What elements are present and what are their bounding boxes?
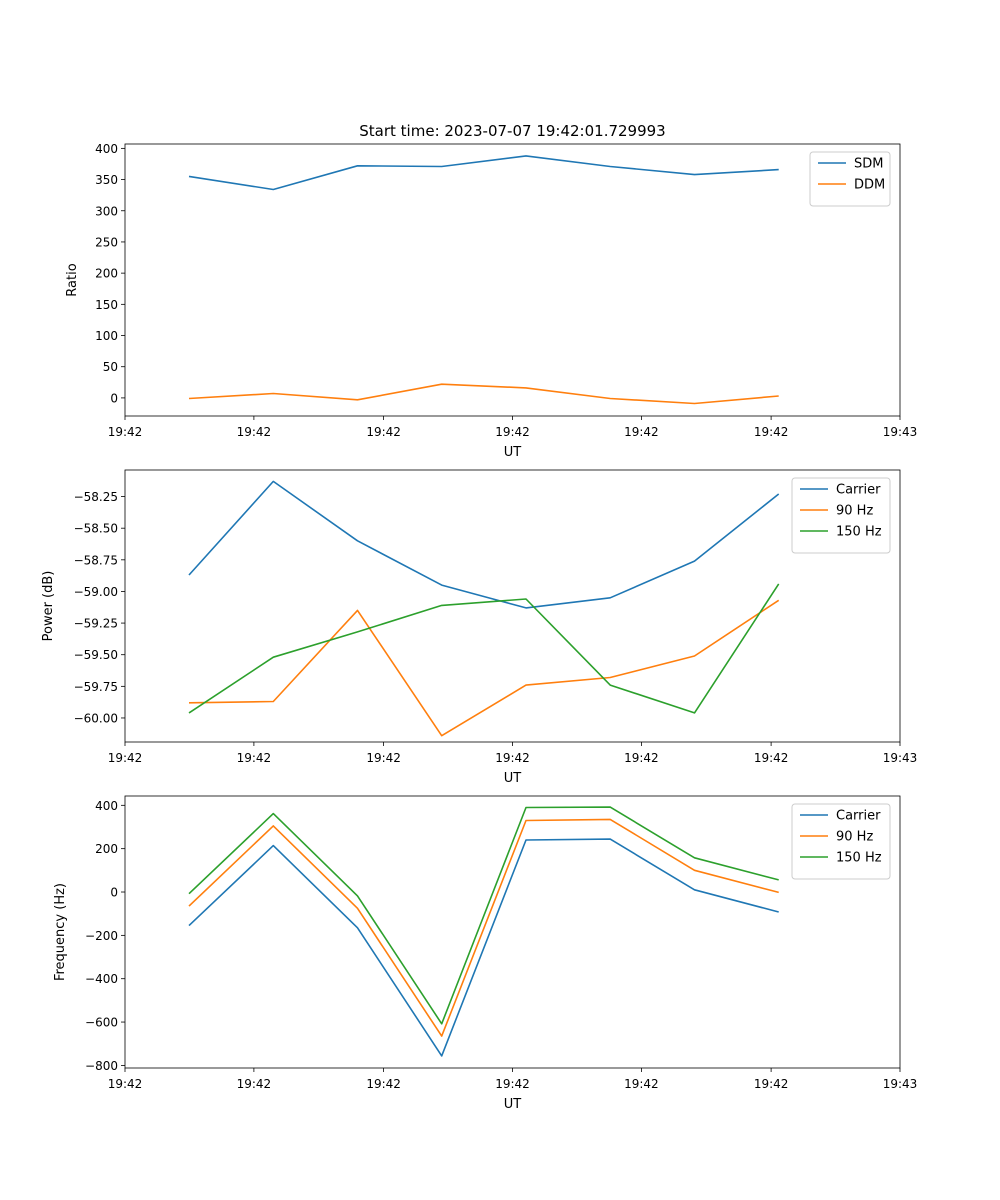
axes-frame [124, 795, 901, 1069]
x-tick-label: 19:42 [624, 751, 659, 765]
y-tick-label: −800 [85, 1059, 118, 1073]
x-tick-label: 19:42 [237, 751, 272, 765]
y-tick-label: 0 [110, 391, 118, 405]
series-line-ddm [188, 383, 779, 405]
x-tick-label: 19:42 [366, 1077, 401, 1091]
legend: Carrier 90 Hz 150 Hz [791, 477, 891, 554]
y-tick-label: 400 [95, 142, 118, 156]
y-tick-label: 50 [103, 360, 118, 374]
subplot-1: Start time: 2023-07-07 19:42:01.729993 19… [65, 122, 917, 460]
x-tick-label: 19:42 [237, 1077, 272, 1091]
y-tick-label: 200 [95, 267, 118, 281]
y-tick-label: −58.50 [74, 522, 118, 536]
y-axis-label: Frequency (Hz) [53, 883, 68, 981]
legend-label: 90 Hz [836, 504, 873, 519]
x-tick-label: 19:43 [883, 1077, 918, 1091]
y-tick-label: 0 [110, 886, 118, 900]
subplot-2: 19:42 19:42 19:42 19:42 19:42 19:42 19:43 −60.0… [41, 469, 918, 786]
legend-box [791, 477, 891, 554]
series-line-carrier [188, 480, 780, 609]
chart-title: Start time: 2023-07-07 19:42:01.729993 [359, 122, 665, 140]
x-tick-label: 19:42 [366, 425, 401, 439]
y-tick-label: −400 [85, 972, 118, 986]
y-tick-label: 200 [95, 842, 118, 856]
x-tick-label: 19:42 [108, 751, 143, 765]
x-tick-label: 19:42 [108, 1077, 143, 1091]
y-tick-label: 350 [95, 173, 118, 187]
legend-label: 150 Hz [836, 851, 882, 866]
legend-label: SDM [854, 157, 883, 172]
y-tick-label: −200 [85, 929, 118, 943]
legend: SDM DDM [809, 151, 891, 207]
x-tick-label: 19:43 [883, 751, 918, 765]
y-tick-label: −59.25 [74, 617, 118, 631]
axes-frame [124, 469, 901, 743]
x-tick-label: 19:42 [108, 425, 143, 439]
legend-label: Carrier [836, 809, 881, 824]
series-line-90-hz [188, 599, 780, 737]
legend: Carrier 90 Hz 150 Hz [791, 803, 891, 880]
y-tick-label: 400 [95, 799, 118, 813]
x-axis-label: UT [504, 1097, 522, 1112]
series-line-150-hz [188, 806, 779, 1025]
y-tick-label: 150 [95, 298, 118, 312]
subplot-3: 19:42 19:42 19:42 19:42 19:42 19:42 19:43 −800 −… [53, 795, 918, 1112]
legend-label: 90 Hz [836, 830, 873, 845]
series-line-90-hz [188, 818, 779, 1037]
series-line-carrier [188, 838, 779, 1057]
y-tick-label: −59.75 [74, 680, 118, 694]
x-tick-label: 19:42 [624, 1077, 659, 1091]
legend-box [809, 151, 891, 207]
y-tick-label: 250 [95, 235, 118, 249]
x-tick-label: 19:42 [495, 425, 530, 439]
legend-box [791, 803, 891, 880]
y-axis-label: Ratio [65, 263, 80, 296]
y-axis-label: Power (dB) [41, 571, 56, 642]
y-tick-label: −58.25 [74, 490, 118, 504]
y-tick-label: −60.00 [74, 711, 118, 725]
x-tick-label: 19:42 [495, 751, 530, 765]
x-tick-label: 19:42 [366, 751, 401, 765]
series-line-sdm [188, 155, 779, 191]
legend-label: 150 Hz [836, 525, 882, 540]
axes-frame [124, 143, 901, 417]
y-tick-label: −59.00 [74, 585, 118, 599]
y-tick-label: 300 [95, 204, 118, 218]
x-tick-label: 19:42 [237, 425, 272, 439]
x-axis-label: UT [504, 771, 522, 786]
x-tick-label: 19:42 [754, 1077, 789, 1091]
x-axis-label: UT [504, 445, 522, 460]
y-tick-label: 100 [95, 329, 118, 343]
legend-label: DDM [854, 178, 885, 193]
legend-label: Carrier [836, 483, 881, 498]
y-tick-label: −58.75 [74, 553, 118, 567]
x-tick-label: 19:42 [754, 751, 789, 765]
x-tick-label: 19:42 [754, 425, 789, 439]
series-line-150-hz [188, 583, 780, 714]
y-tick-label: −600 [85, 1016, 118, 1030]
x-tick-label: 19:42 [495, 1077, 530, 1091]
y-tick-label: −59.50 [74, 648, 118, 662]
x-tick-label: 19:43 [883, 425, 918, 439]
x-tick-label: 19:42 [624, 425, 659, 439]
